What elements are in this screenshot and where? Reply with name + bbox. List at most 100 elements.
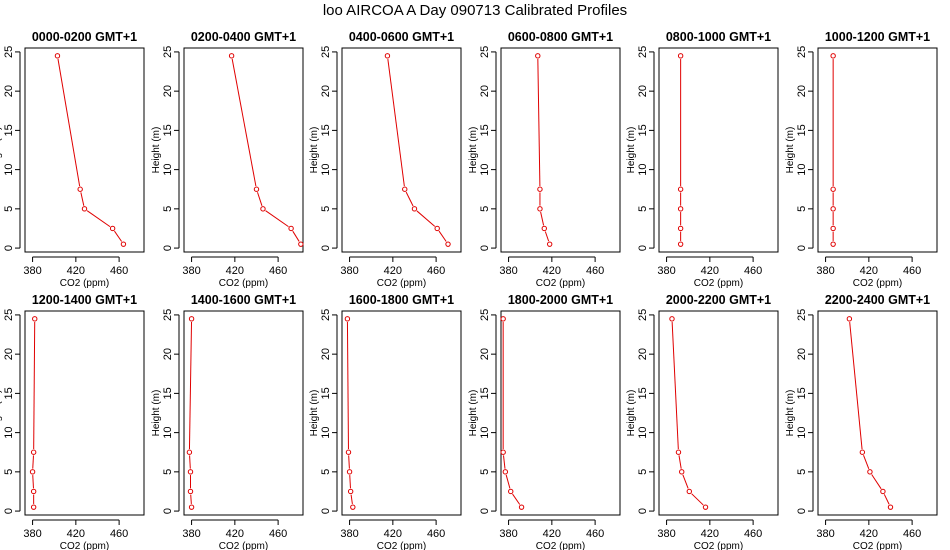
panel-title: 0800-1000 GMT+1 <box>666 30 771 44</box>
y-tick-label: 15 <box>162 124 174 136</box>
x-tick-label: 420 <box>226 265 244 277</box>
data-point <box>344 316 351 322</box>
profile-line-segment <box>265 210 289 228</box>
x-tick-label: 420 <box>226 528 244 540</box>
profile-line-segment <box>80 192 85 206</box>
y-tick-label: 5 <box>162 206 174 212</box>
panel: 2000-2200 GMT+1 380 420 460 0 5 10 15 20 25 CO2 (p… <box>626 293 779 550</box>
panel-title: 0400-0600 GMT+1 <box>349 30 454 44</box>
y-tick-label: 25 <box>796 309 808 321</box>
panel: 1600-1800 GMT+1 380 420 460 0 5 10 15 20 25 CO2 (p… <box>309 293 462 550</box>
x-tick-label: 380 <box>499 528 517 540</box>
plot-box <box>658 310 779 516</box>
x-tick-label: 460 <box>427 528 445 540</box>
plot-box <box>658 47 779 253</box>
panel: 0800-1000 GMT+1 380 420 460 0 5 10 15 20 25 CO2 (p… <box>626 30 779 289</box>
panel-title: 1400-1600 GMT+1 <box>191 293 296 307</box>
panel-title: 0600-0800 GMT+1 <box>508 30 613 44</box>
panel: 0200-0400 GMT+1 380 420 460 0 5 10 15 20 25 CO2 (p… <box>151 30 304 289</box>
data-point <box>887 504 894 510</box>
x-axis-label: CO2 (ppm) <box>853 278 902 289</box>
x-tick-label: 380 <box>816 265 834 277</box>
x-axis-label: CO2 (ppm) <box>694 541 743 550</box>
profile-line-segment <box>190 494 192 504</box>
data-point <box>830 206 836 212</box>
profile-line-segment <box>682 474 689 489</box>
y-axis-label: Height (m) <box>468 127 479 174</box>
profile-line-segment <box>503 455 506 469</box>
y-tick-label: 10 <box>3 163 15 175</box>
y-tick-label: 15 <box>637 124 649 136</box>
plot-box <box>341 47 462 253</box>
plot-box <box>24 47 145 253</box>
profile-line-segment <box>405 191 414 207</box>
y-tick-label: 5 <box>796 469 808 475</box>
profile-line-segment <box>32 475 34 489</box>
x-tick-label: 380 <box>340 528 358 540</box>
data-point <box>187 488 194 495</box>
y-tick-label: 0 <box>320 245 332 251</box>
data-point <box>677 186 684 192</box>
panel-title: 2200-2400 GMT+1 <box>825 293 930 307</box>
x-tick-label: 380 <box>499 265 517 277</box>
data-point <box>535 53 541 59</box>
y-tick-label: 25 <box>162 46 174 58</box>
y-tick-label: 25 <box>479 46 491 58</box>
y-tick-label: 10 <box>637 426 649 438</box>
x-axis-label: CO2 (ppm) <box>60 278 109 289</box>
profile-line-segment <box>544 231 550 242</box>
data-point <box>253 186 260 192</box>
x-axis-label: CO2 (ppm) <box>377 541 426 550</box>
y-tick-label: 10 <box>3 426 15 438</box>
y-tick-label: 20 <box>162 85 174 97</box>
y-tick-label: 5 <box>479 469 491 475</box>
y-axis-label: Height (m) <box>309 390 320 437</box>
profile-line-segment <box>189 455 191 469</box>
data-point <box>679 469 685 475</box>
y-tick-label: 20 <box>320 348 332 360</box>
x-tick-label: 460 <box>110 528 128 540</box>
x-tick-label: 420 <box>701 528 719 540</box>
x-tick-label: 420 <box>701 265 719 277</box>
y-axis-label: Height (m) <box>785 127 796 174</box>
x-tick-label: 380 <box>657 265 675 277</box>
profile-line-segment <box>863 455 870 470</box>
profile-line-segment <box>537 59 541 187</box>
data-point <box>677 53 684 59</box>
x-tick-label: 460 <box>903 528 921 540</box>
data-point <box>346 469 353 475</box>
y-tick-label: 15 <box>637 387 649 399</box>
panel: 0600-0800 GMT+1 380 420 460 0 5 10 15 20 25 CO2 (p… <box>468 30 621 289</box>
data-point <box>677 225 684 232</box>
y-tick-label: 15 <box>320 124 332 136</box>
y-tick-label: 0 <box>796 508 808 514</box>
plot-box <box>183 310 304 516</box>
data-point <box>298 241 304 247</box>
profile-line-segment <box>114 230 123 242</box>
y-tick-label: 25 <box>3 309 15 321</box>
y-tick-label: 20 <box>479 85 491 97</box>
data-point <box>686 488 692 495</box>
y-tick-label: 5 <box>162 469 174 475</box>
data-point <box>541 225 547 232</box>
x-axis-label: CO2 (ppm) <box>694 278 743 289</box>
y-tick-label: 5 <box>637 206 649 212</box>
data-point <box>188 504 195 510</box>
y-axis-label: Height (m) <box>468 390 479 437</box>
y-tick-label: 20 <box>320 85 332 97</box>
x-tick-label: 420 <box>543 265 561 277</box>
data-point <box>546 241 553 247</box>
x-tick-label: 460 <box>586 528 604 540</box>
panel: 1800-2000 GMT+1 380 420 460 0 5 10 15 20 25 CO2 (p… <box>468 293 621 550</box>
data-point <box>30 504 37 510</box>
x-tick-label: 460 <box>744 265 762 277</box>
x-tick-label: 380 <box>23 265 41 277</box>
data-point <box>187 469 194 475</box>
x-axis-label: CO2 (ppm) <box>536 278 585 289</box>
x-tick-label: 460 <box>744 528 762 540</box>
profile-line-segment <box>231 58 257 187</box>
y-tick-label: 15 <box>320 387 332 399</box>
data-point <box>288 225 294 232</box>
data-point <box>846 316 853 322</box>
